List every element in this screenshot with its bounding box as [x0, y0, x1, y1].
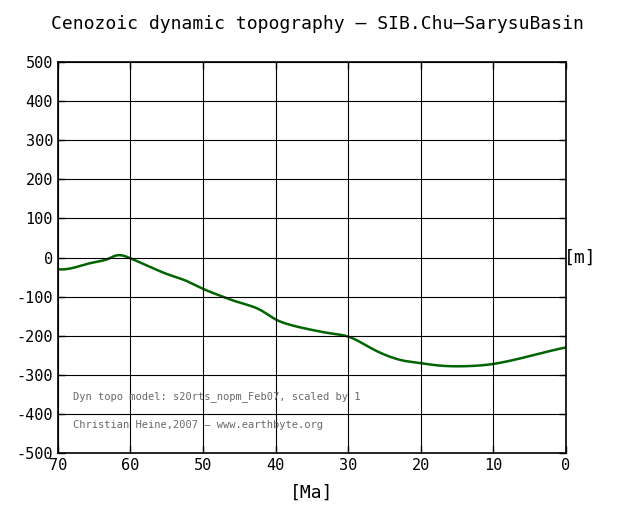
Y-axis label: [m]: [m]: [563, 249, 596, 266]
Text: Cenozoic dynamic topography – SIB.Chu–SarysuBasin: Cenozoic dynamic topography – SIB.Chu–Sa…: [51, 15, 584, 33]
X-axis label: [Ma]: [Ma]: [290, 484, 334, 502]
Text: Dyn topo model: s20rts_nopm_Feb07, scaled by 1: Dyn topo model: s20rts_nopm_Feb07, scale…: [73, 391, 361, 402]
Text: Christian Heine,2007 – www.earthbyte.org: Christian Heine,2007 – www.earthbyte.org: [73, 420, 323, 430]
